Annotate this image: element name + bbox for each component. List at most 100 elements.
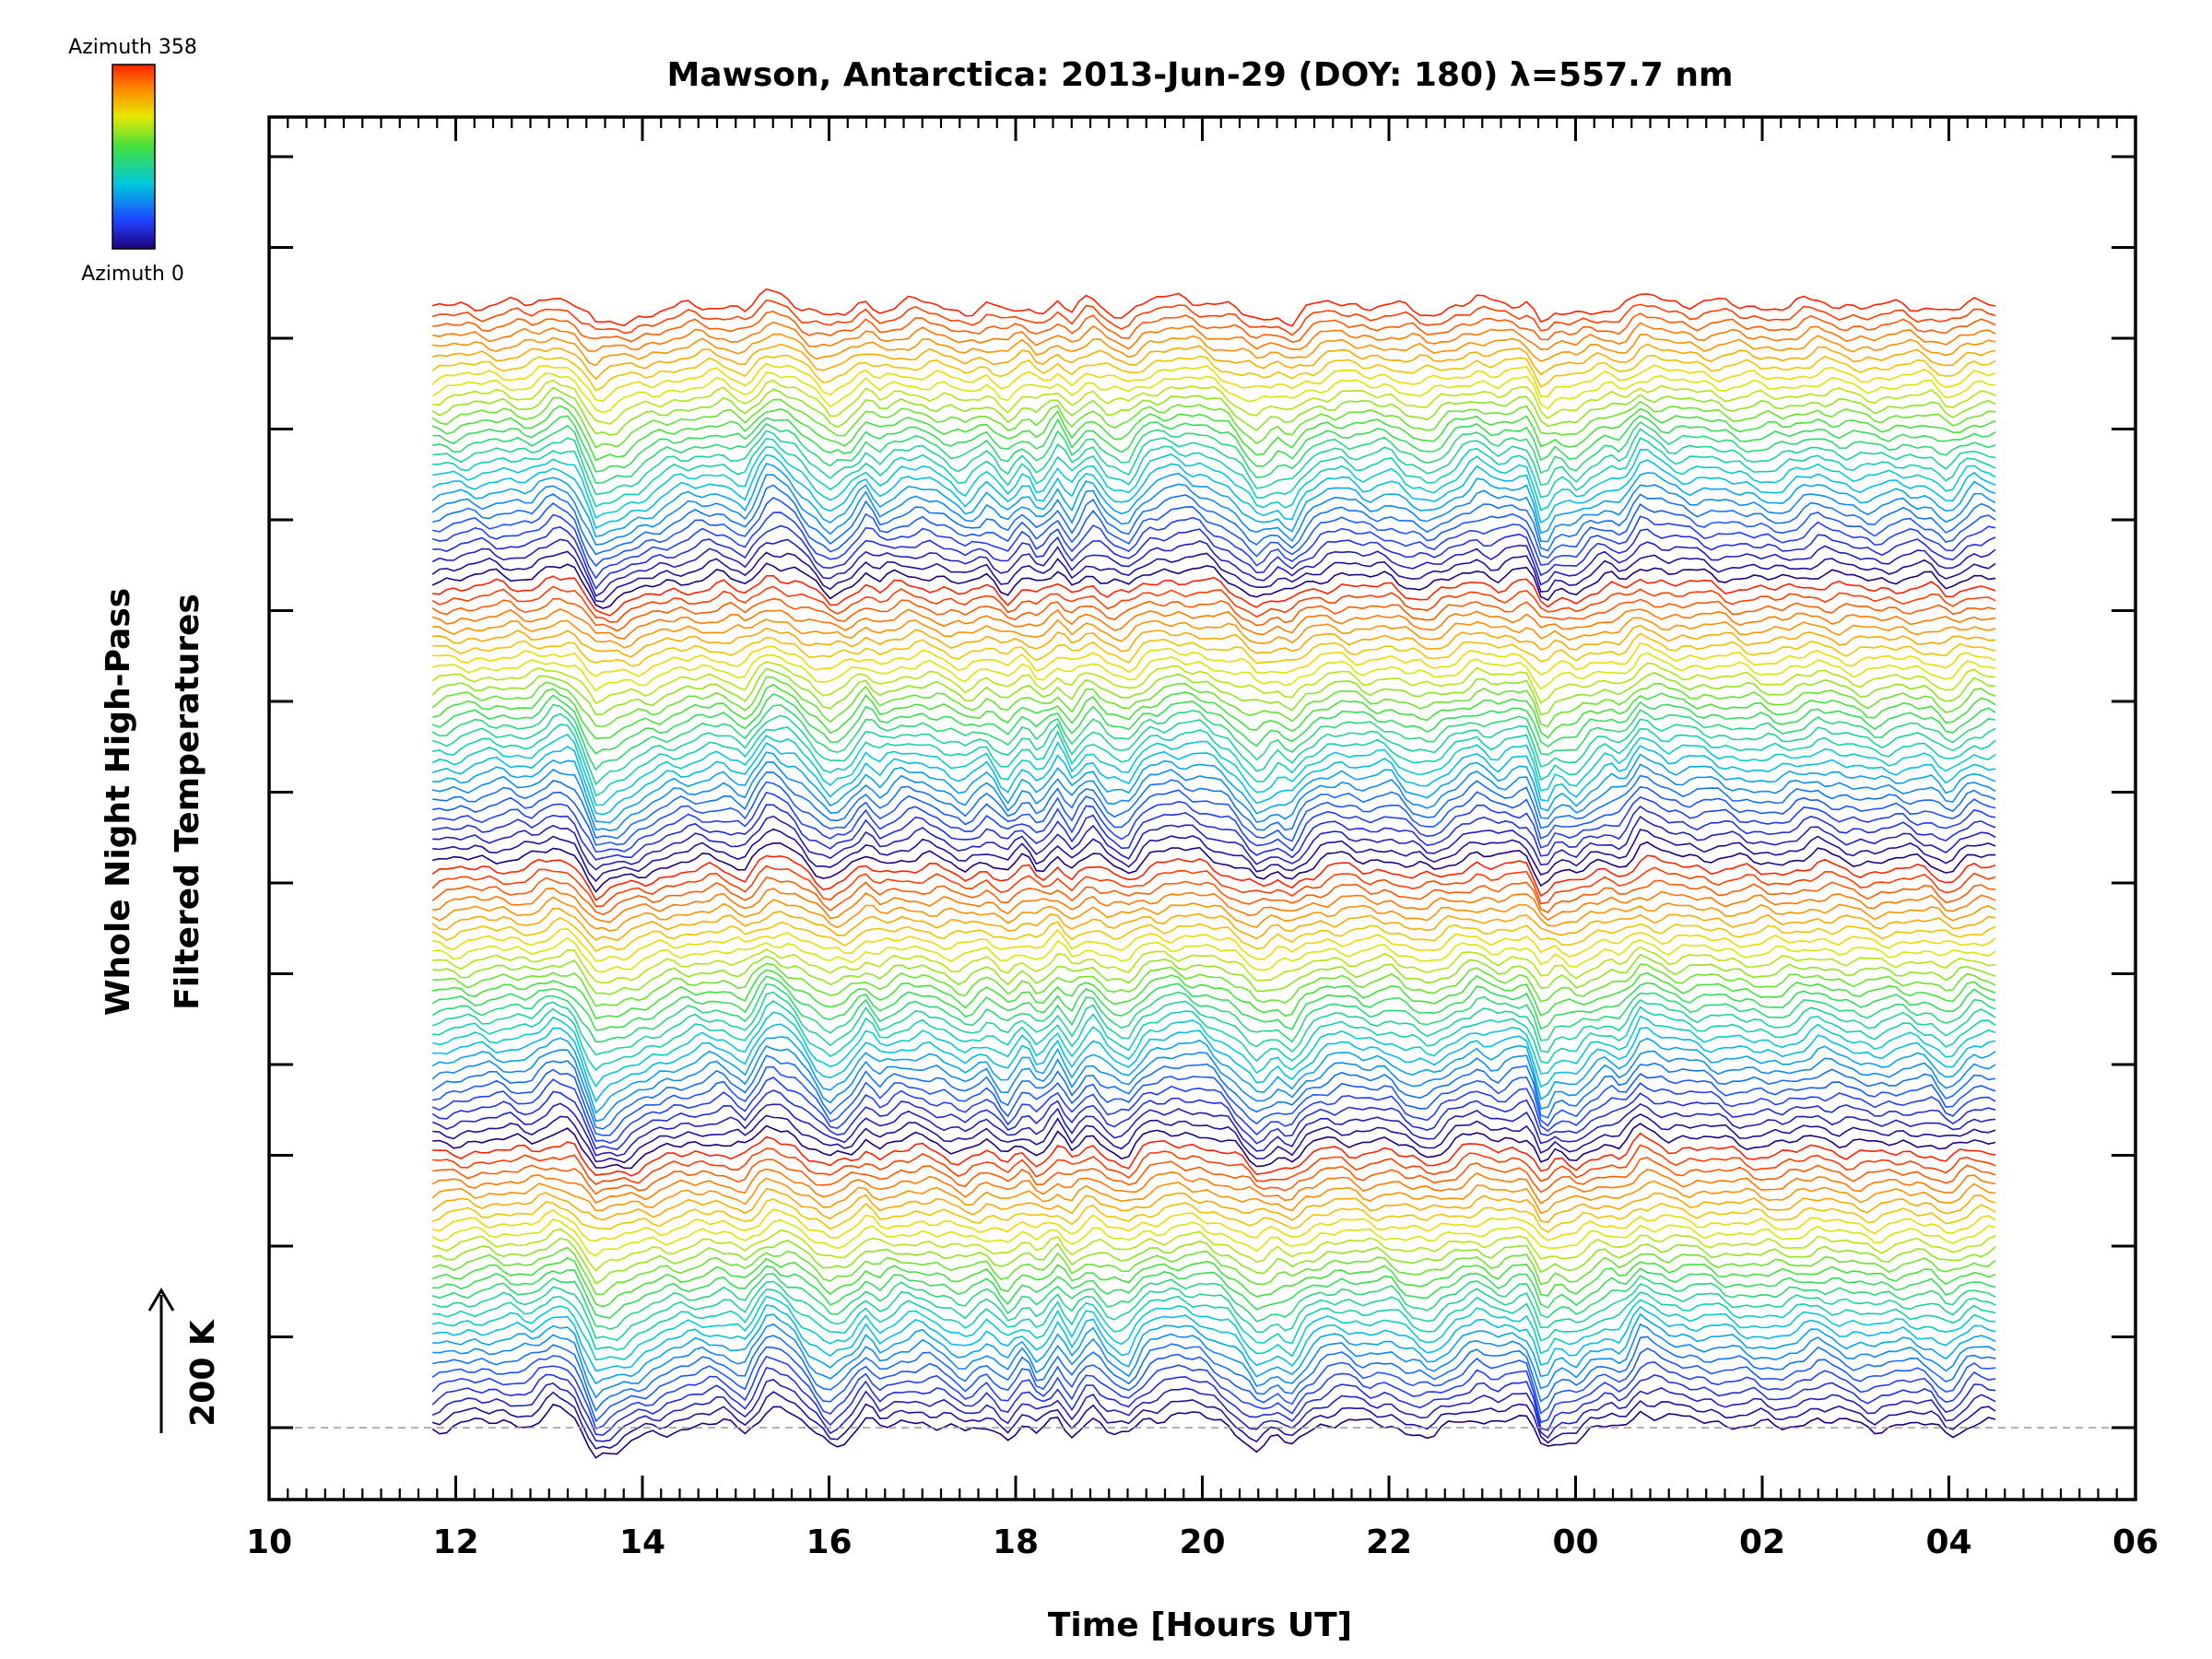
trace-line — [432, 524, 1996, 591]
y-axis-label-line2: Filtered Temperatures — [169, 594, 206, 1010]
colorbar: Azimuth 358 Azimuth 0 — [68, 36, 197, 286]
trace-line — [431, 463, 1996, 538]
trace-line — [432, 781, 1996, 846]
trace-line — [432, 642, 1996, 678]
trace-line — [432, 1288, 1996, 1351]
trace-line — [431, 975, 1996, 1031]
trace-line — [431, 1366, 1996, 1436]
trace-line — [432, 496, 1996, 568]
x-ticks-group — [267, 117, 2137, 1500]
trace-line — [432, 333, 1996, 367]
trace-line — [431, 354, 1996, 392]
colorbar-bottom-label: Azimuth 0 — [81, 263, 184, 286]
trace-line — [431, 854, 1996, 901]
trace-line — [431, 1391, 1996, 1450]
trace-line — [432, 1335, 1996, 1412]
trace-line — [431, 512, 1996, 580]
trace-line — [432, 379, 1996, 425]
trace-line — [432, 1112, 1996, 1164]
trace-line — [431, 362, 1996, 402]
x-tick-labels-group: 10 12 14 16 18 20 22 00 02 04 06 — [246, 1524, 2159, 1561]
trace-line — [431, 453, 1996, 530]
trace-line — [432, 946, 1996, 984]
trace-line — [432, 1000, 1996, 1072]
trace-line — [431, 1187, 1996, 1223]
trace-line — [431, 538, 1996, 597]
chart-title: Mawson, Antarctica: 2013-Jun-29 (DOY: 18… — [666, 56, 1733, 94]
trace-line — [432, 1323, 1996, 1399]
trace-line — [432, 1144, 1996, 1185]
x-tick-label: 22 — [1366, 1524, 1412, 1561]
trace-line — [431, 608, 1996, 640]
trace-line — [432, 771, 1996, 840]
trace-line — [431, 733, 1996, 806]
trace-line — [431, 474, 1996, 546]
trace-line — [432, 437, 1996, 508]
trace-line — [432, 1132, 1996, 1177]
trace-line — [432, 484, 1996, 556]
trace-line — [431, 562, 1996, 609]
x-tick-label: 10 — [246, 1524, 292, 1561]
trace-line — [432, 624, 1996, 658]
y-ticks-group — [269, 155, 2136, 1430]
trace-line — [432, 428, 1996, 496]
trace-line — [431, 1273, 1996, 1331]
trace-line — [432, 1265, 1996, 1319]
trace-line — [431, 1228, 1996, 1272]
trace-line — [432, 415, 1996, 473]
trace-line — [431, 1378, 1996, 1442]
x-axis-label: Time [Hours UT] — [1048, 1606, 1352, 1644]
trace-line — [431, 1168, 1996, 1205]
colorbar-gradient — [112, 64, 156, 250]
trace-line — [431, 1089, 1996, 1151]
trace-line — [431, 396, 1996, 449]
trace-line — [431, 991, 1996, 1056]
trace-line — [431, 916, 1996, 952]
trace-line — [431, 1054, 1996, 1130]
trace-line — [432, 445, 1996, 520]
trace-line — [431, 712, 1996, 786]
trace-line — [432, 724, 1996, 797]
x-tick-label: 00 — [1552, 1524, 1598, 1561]
trace-line — [431, 1280, 1996, 1341]
y-axis-label-line1: Whole Night High-Pass — [100, 588, 137, 1016]
trace-line — [431, 1036, 1996, 1114]
x-tick-label: 14 — [619, 1524, 665, 1561]
trace-line — [432, 321, 1996, 352]
trace-line — [431, 1346, 1996, 1423]
trace-line — [432, 828, 1996, 883]
trace-line — [432, 841, 1996, 893]
trace-line — [431, 1077, 1996, 1144]
trace-line — [432, 1011, 1996, 1088]
trace-line — [431, 1403, 1996, 1459]
trace-line — [431, 667, 1996, 716]
trace-line — [432, 936, 1996, 973]
scale-label: 200 K — [184, 1319, 222, 1427]
trace-line — [431, 703, 1996, 771]
trace-line — [431, 1218, 1996, 1257]
trace-line — [431, 1246, 1996, 1296]
trace-line — [432, 815, 1996, 871]
trace-line — [431, 1208, 1996, 1242]
trace-line — [432, 1312, 1996, 1385]
trace-line — [432, 887, 1996, 924]
trace-line — [432, 1123, 1996, 1170]
trace-line — [432, 617, 1996, 649]
trace-line — [431, 1198, 1996, 1233]
x-tick-label: 18 — [993, 1524, 1039, 1561]
trace-line — [431, 288, 1996, 327]
trace-line — [432, 1065, 1996, 1136]
scale-indicator: 200 K — [147, 1288, 222, 1433]
x-tick-label: 06 — [2112, 1524, 2159, 1561]
trace-line — [432, 1237, 1996, 1285]
trace-line — [431, 676, 1996, 728]
trace-line — [432, 574, 1996, 617]
trace-line — [432, 343, 1996, 381]
trace-line — [431, 896, 1996, 932]
trace-line — [431, 877, 1996, 916]
traces-group — [431, 288, 1996, 1459]
trace-line — [432, 311, 1996, 344]
trace-line — [431, 1102, 1996, 1157]
x-tick-label: 12 — [432, 1524, 478, 1561]
